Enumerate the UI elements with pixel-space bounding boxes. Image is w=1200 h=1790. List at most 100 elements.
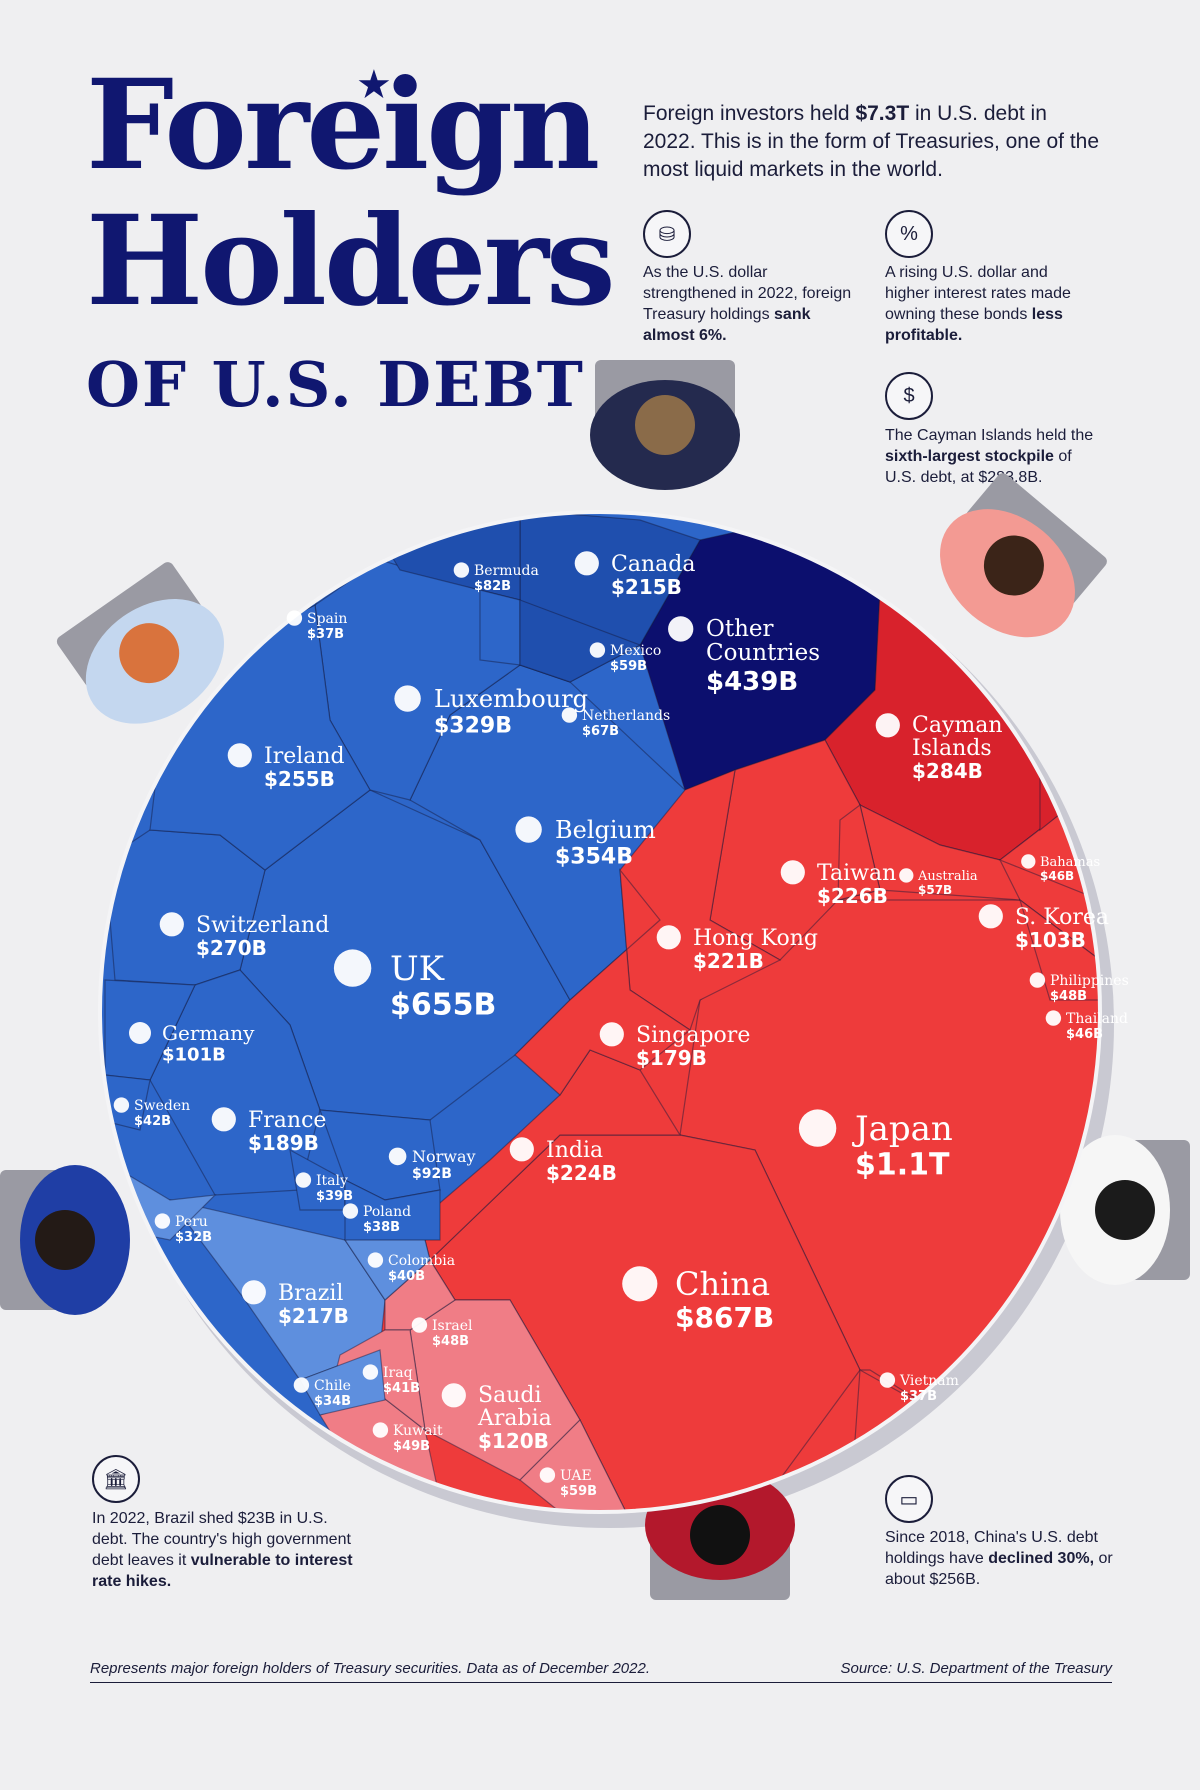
- cell-name-singapore: Singapore: [636, 1023, 750, 1048]
- cell-name-other-countries-1: Countries: [706, 640, 820, 666]
- note-dollar-bold: sank almost 6%.: [643, 306, 811, 344]
- note-dollar: As the U.S. dollar strengthened in 2022,…: [643, 262, 853, 346]
- label-vietnam: Vietnam$37B: [879, 1372, 959, 1404]
- head-shape: [690, 1505, 750, 1565]
- head-shape: [35, 1210, 95, 1270]
- label-switzerland: Switzerland$270B: [159, 912, 329, 960]
- note-rates-bold: less profitable.: [885, 306, 1063, 344]
- cell-name-germany: Germany: [162, 1021, 255, 1045]
- flag-icon: [211, 1107, 236, 1132]
- flag-icon: [372, 1422, 389, 1438]
- label-france: France$189B: [211, 1107, 326, 1155]
- label-canada: Canada$215B: [574, 551, 695, 599]
- cell-value-uae: $59B: [560, 1484, 597, 1499]
- flag-icon: [899, 868, 914, 883]
- cell-name-luxembourg: Luxembourg: [434, 685, 588, 713]
- cell-value-singapore: $179B: [636, 1046, 707, 1070]
- cell-name-saudi-arabia-1: Arabia: [477, 1406, 552, 1431]
- note-brazil-bold: vulnerable to interest rate hikes.: [92, 1552, 353, 1590]
- cell-value-spain: $37B: [307, 627, 344, 642]
- flag-icon: [293, 1377, 310, 1393]
- person-illustration: [645, 1470, 795, 1600]
- lead-bold: $7.3T: [855, 102, 910, 125]
- cell-hong-kong: Hong Kong $221B: [619, 769, 782, 1031]
- label-brazil: Brazil$217B: [241, 1280, 349, 1328]
- cell-name-bahamas: Bahamas: [1040, 855, 1100, 870]
- flag-icon: [394, 685, 421, 712]
- label-ireland: Ireland$255B: [227, 743, 345, 791]
- cell-name-israel: Israel: [432, 1318, 473, 1334]
- label-germany: Germany$101B: [129, 1021, 255, 1066]
- flag-icon: [453, 562, 470, 578]
- cell-name-uk: UK: [390, 949, 445, 989]
- flag-icon: [159, 912, 184, 937]
- cell-value-vietnam: $37B: [900, 1389, 937, 1404]
- cell-name-poland: Poland: [363, 1204, 411, 1220]
- label-iraq: Iraq$41B: [362, 1364, 420, 1396]
- flag-icon: [875, 713, 900, 738]
- cell-name-france: France: [248, 1108, 326, 1133]
- cell-value-taiwan: $226B: [817, 884, 888, 908]
- cell-value-philippines: $48B: [1050, 989, 1087, 1004]
- flag-icon: [879, 1372, 896, 1388]
- label-hong-kong: Hong Kong$221B: [656, 925, 818, 973]
- cell-switzerland: Switzerland $270B: [104, 829, 266, 986]
- note-china-after: or about $256B.: [885, 1550, 1113, 1588]
- flag-icon: [411, 1317, 428, 1333]
- chart-outline: [98, 510, 1102, 1514]
- person-illustration: [0, 1165, 130, 1315]
- cell-name-italy: Italy: [316, 1173, 348, 1189]
- cell-value-peru: $32B: [175, 1230, 212, 1245]
- label-bermuda: Bermuda$82B: [453, 562, 539, 594]
- cell-value-india: $224B: [546, 1161, 617, 1185]
- label-taiwan: Taiwan$226B: [780, 860, 896, 908]
- note-rates: A rising U.S. dollar and higher interest…: [885, 262, 1095, 346]
- cell-name-cayman-islands-0: Cayman: [912, 713, 1003, 738]
- cell-name-saudi-arabia-0: Saudi: [478, 1383, 541, 1408]
- lead-before: Foreign investors held: [643, 102, 856, 125]
- flag-icon: [113, 1097, 130, 1113]
- cell-value-luxembourg: $329B: [434, 713, 512, 738]
- flag-icon: [333, 949, 372, 987]
- cell-name-mexico: Mexico: [610, 643, 661, 659]
- title-block: Foreign ★ Holders OF U.S. DEBT: [86, 63, 616, 416]
- cell-value-s-korea: $103B: [1015, 928, 1086, 952]
- footer-source: Source: U.S. Department of the Treasury: [840, 1660, 1112, 1677]
- cell-value-iraq: $41B: [383, 1381, 420, 1396]
- cell-value-saudi-arabia: $120B: [478, 1429, 549, 1453]
- cell-name-bermuda: Bermuda: [474, 563, 539, 579]
- label-israel: Israel$48B: [411, 1317, 473, 1349]
- cell-name-spain: Spain: [307, 611, 347, 627]
- cell-name-chile: Chile: [314, 1378, 351, 1394]
- head-shape: [635, 395, 695, 455]
- head-shape: [1095, 1180, 1155, 1240]
- flag-icon: [668, 616, 694, 642]
- cell-name-india: India: [546, 1138, 603, 1163]
- footer-note: Represents major foreign holders of Trea…: [90, 1660, 650, 1677]
- note-china-text: Since 2018, China's U.S. debt holdings h…: [885, 1529, 1098, 1567]
- cell-australia: Australia $57B: [837, 803, 881, 901]
- label-uk: UK$655B: [333, 949, 496, 1023]
- cell-name-thailand: Thailand: [1066, 1011, 1128, 1027]
- cell-value-sweden: $42B: [134, 1114, 171, 1129]
- flag-icon: [1021, 854, 1036, 869]
- lead-after: in U.S. debt in 2022. This is in the for…: [643, 102, 1100, 181]
- money-bag-icon: $: [885, 372, 933, 420]
- flag-icon: [241, 1280, 266, 1305]
- cell-value-cayman-islands: $284B: [912, 759, 983, 783]
- person-illustration: [940, 473, 1107, 638]
- label-norway: Norway$92B: [388, 1147, 476, 1182]
- footer-divider: [90, 1682, 1112, 1683]
- label-italy: Italy$39B: [295, 1172, 353, 1204]
- person-illustration: [590, 360, 740, 490]
- cell-name-hong-kong: Hong Kong: [693, 926, 818, 951]
- label-peru: Peru$32B: [154, 1213, 212, 1245]
- cell-name-taiwan: Taiwan: [817, 861, 896, 886]
- flag-icon: [1045, 1010, 1062, 1026]
- label-australia: Australia$57B: [899, 868, 978, 897]
- label-spain: Spain$37B: [286, 610, 347, 642]
- cell-name-other-countries-0: Other: [706, 616, 774, 642]
- note-china-bold: declined 30%,: [988, 1550, 1095, 1567]
